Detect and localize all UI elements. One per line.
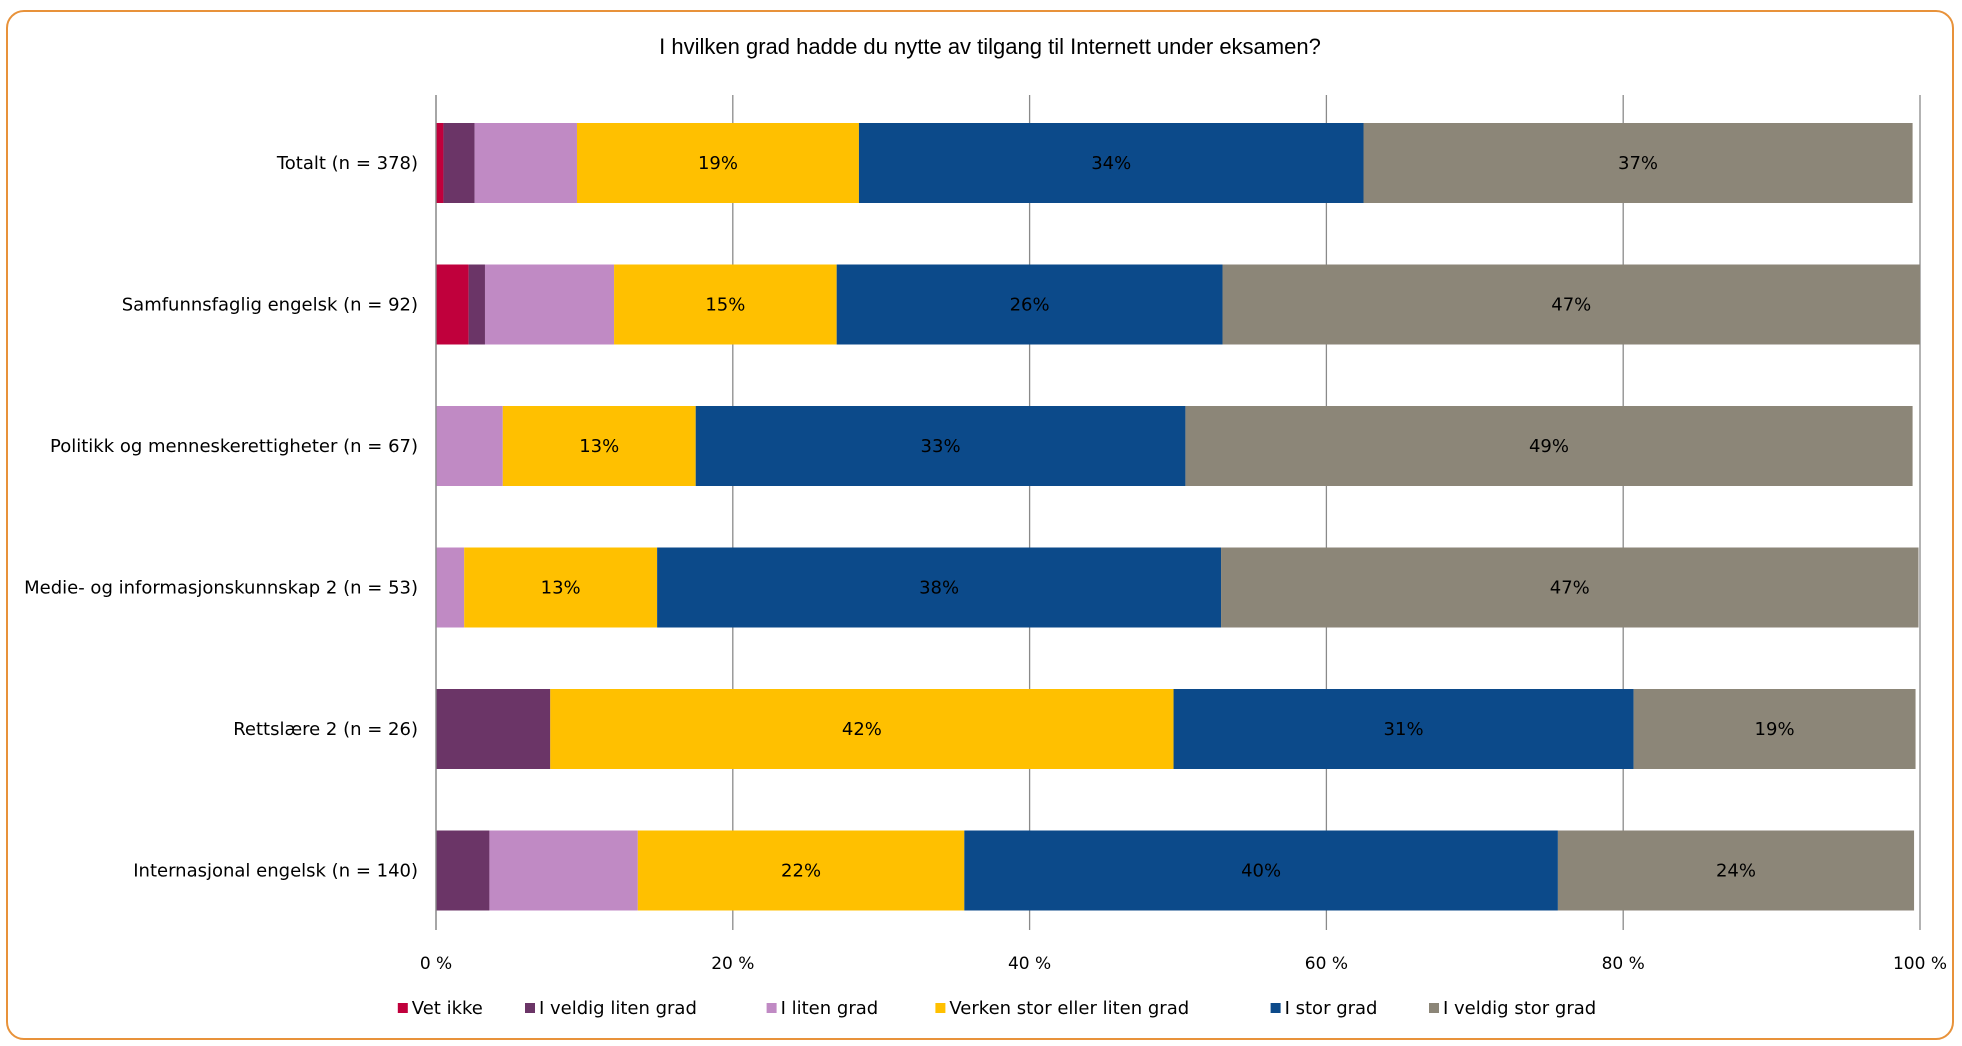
axis-layer: 0 % 20 % 40 % 60 % 80 % 100 % Totalt (n = 378)… bbox=[24, 95, 1947, 974]
bar-segment bbox=[1557, 830, 1915, 911]
bar-segment bbox=[468, 264, 485, 345]
data-label: 47% bbox=[1550, 578, 1590, 599]
category-label: Samfunnsfaglig engelsk (n = 92) bbox=[122, 295, 418, 316]
data-label: 15% bbox=[705, 295, 745, 316]
legend-item: Vet ikke bbox=[412, 998, 483, 1019]
chart-frame bbox=[6, 10, 1954, 1040]
data-label: 49% bbox=[1529, 436, 1569, 457]
legend: Vet ikke I veldig liten grad I liten grad V… bbox=[397, 998, 1596, 1019]
data-label: 40% bbox=[1241, 861, 1281, 882]
bar-segment bbox=[489, 830, 638, 911]
bar-segment bbox=[436, 406, 503, 486]
bar-segment bbox=[443, 123, 475, 203]
label-layer: 19% 34% 37% 15% 26% 47% 13% 33% 49% 13% 38% 47% 42% 3… bbox=[541, 153, 1795, 882]
bar-segment bbox=[858, 123, 1364, 203]
bar-layer bbox=[436, 123, 1920, 911]
category-label: Internasjonal engelsk (n = 140) bbox=[133, 861, 418, 882]
bar-segment bbox=[1173, 689, 1634, 769]
bar-segment bbox=[1222, 264, 1920, 345]
legend-swatch bbox=[935, 1003, 946, 1013]
legend-swatch bbox=[1429, 1003, 1439, 1013]
bar-segment bbox=[695, 406, 1186, 486]
category-label: Medie- og informasjonskunnskap 2 (n = 53… bbox=[24, 578, 418, 599]
data-label: 42% bbox=[842, 719, 882, 740]
bar-segment bbox=[550, 689, 1174, 769]
data-label: 13% bbox=[541, 578, 581, 599]
data-label: 13% bbox=[579, 436, 619, 457]
data-label: 22% bbox=[781, 861, 821, 882]
x-tick-label: 100 % bbox=[1893, 954, 1947, 974]
bar-segment bbox=[576, 123, 859, 203]
category-label: Politikk og menneskerettigheter (n = 67) bbox=[50, 436, 418, 457]
legend-swatch bbox=[525, 1003, 535, 1013]
bar-segment bbox=[436, 547, 465, 628]
bar-segment bbox=[1185, 406, 1913, 486]
x-tick-label: 60 % bbox=[1305, 954, 1348, 974]
bar-segment bbox=[637, 830, 965, 911]
bar-segment bbox=[614, 264, 837, 345]
bar-segment bbox=[436, 123, 444, 203]
bar-segment bbox=[836, 264, 1223, 345]
legend-swatch bbox=[1270, 1003, 1281, 1013]
legend-item: I stor grad bbox=[1285, 998, 1378, 1019]
data-label: 47% bbox=[1551, 295, 1591, 316]
legend-item: I liten grad bbox=[781, 998, 879, 1019]
bar-segment bbox=[1633, 689, 1916, 769]
x-tick-label: 80 % bbox=[1602, 954, 1645, 974]
bar-segment bbox=[502, 406, 696, 486]
bar-segment bbox=[436, 264, 469, 345]
category-label: Rettslære 2 (n = 26) bbox=[233, 719, 418, 740]
legend-item: I veldig liten grad bbox=[539, 998, 697, 1019]
legend-swatch bbox=[397, 1003, 408, 1013]
data-label: 33% bbox=[921, 436, 961, 457]
bar-segment bbox=[474, 123, 577, 203]
data-label: 34% bbox=[1091, 153, 1131, 174]
bar-segment bbox=[657, 547, 1222, 628]
category-label: Totalt (n = 378) bbox=[276, 153, 418, 174]
data-label: 37% bbox=[1618, 153, 1658, 174]
legend-swatch bbox=[766, 1003, 777, 1013]
data-label: 19% bbox=[698, 153, 738, 174]
data-label: 19% bbox=[1755, 719, 1795, 740]
data-label: 38% bbox=[919, 578, 959, 599]
grid-layer bbox=[435, 95, 1921, 930]
data-label: 31% bbox=[1384, 719, 1424, 740]
data-label: 26% bbox=[1010, 295, 1050, 316]
bar-segment bbox=[436, 830, 490, 911]
bar-segment bbox=[1363, 123, 1913, 203]
legend-item: Verken stor eller liten grad bbox=[949, 998, 1189, 1019]
bar-segment bbox=[436, 689, 551, 769]
legend-item: I veldig stor grad bbox=[1443, 998, 1596, 1019]
x-tick-label: 0 % bbox=[420, 954, 452, 974]
data-label: 24% bbox=[1716, 861, 1756, 882]
bar-segment bbox=[1221, 547, 1919, 628]
bar-segment bbox=[964, 830, 1558, 911]
bar-segment bbox=[464, 547, 658, 628]
chart-title: I hvilken grad hadde du nytte av tilgang… bbox=[659, 34, 1321, 59]
x-tick-label: 20 % bbox=[711, 954, 754, 974]
x-tick-label: 40 % bbox=[1008, 954, 1051, 974]
bar-segment bbox=[484, 264, 615, 345]
